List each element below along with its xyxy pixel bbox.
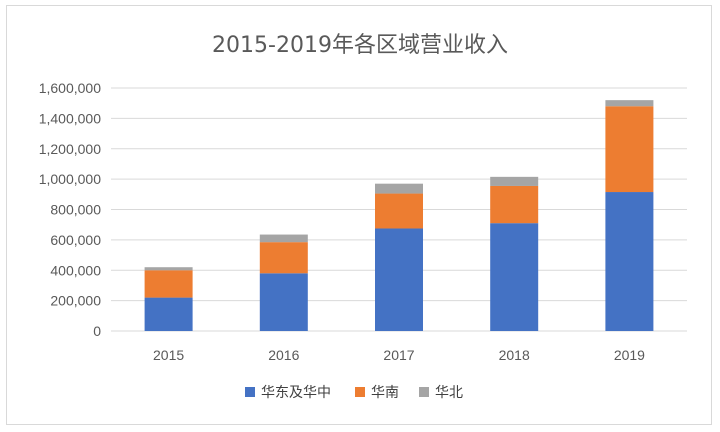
legend-label: 华东及华中 [261, 385, 331, 401]
stacked-bar-chart: 2015-2019年各区域营业收入 0 200,000 400,000 600,000… [39, 33, 687, 401]
bar-segment-华东及华中 [490, 223, 539, 331]
bar-segment-华南 [375, 193, 423, 229]
y-tick-label: 1,600,000 [39, 80, 101, 96]
y-tick-label: 600,000 [50, 232, 101, 248]
bar-segment-华北 [490, 176, 539, 186]
bar-segment-华东及华中 [144, 297, 193, 331]
bars [144, 100, 654, 331]
bar-segment-华南 [490, 185, 539, 224]
x-tick-label: 2018 [499, 347, 530, 363]
legend: 华东及华中 华南 华北 [245, 385, 463, 401]
y-axis-ticks: 0 200,000 400,000 600,000 800,000 1,000,000 1,… [39, 80, 102, 339]
legend-label: 华南 [371, 385, 399, 401]
bar-segment-华北 [375, 183, 423, 194]
x-tick-label: 2015 [153, 347, 184, 363]
y-tick-label: 1,400,000 [39, 110, 101, 126]
x-tick-label: 2016 [268, 347, 299, 363]
legend-swatch [419, 387, 429, 397]
bar-segment-华东及华中 [259, 273, 308, 331]
x-tick-label: 2019 [614, 347, 645, 363]
bar-segment-华北 [144, 267, 193, 271]
x-tick-label: 2017 [383, 347, 414, 363]
y-tick-label: 200,000 [50, 293, 101, 309]
chart-container: 2015-2019年各区域营业收入 0 200,000 400,000 600,000… [6, 5, 712, 425]
bar-segment-华北 [605, 100, 654, 107]
y-tick-label: 1,200,000 [39, 141, 101, 157]
x-axis-ticks: 2015 2016 2017 2018 2019 [153, 347, 645, 363]
bar-segment-华南 [605, 106, 654, 193]
y-tick-label: 1,000,000 [39, 171, 101, 187]
legend-swatch [245, 387, 255, 397]
y-tick-label: 0 [93, 323, 101, 339]
y-tick-label: 800,000 [50, 202, 101, 218]
legend-label: 华北 [435, 385, 463, 401]
legend-swatch [355, 387, 365, 397]
bar-segment-华北 [259, 234, 308, 243]
chart-title: 2015-2019年各区域营业收入 [212, 33, 508, 58]
bar-segment-华东及华中 [605, 192, 654, 331]
bar-segment-华南 [259, 242, 308, 274]
bar-segment-华东及华中 [375, 228, 423, 331]
bar-segment-华南 [144, 270, 193, 298]
y-tick-label: 400,000 [50, 262, 101, 278]
